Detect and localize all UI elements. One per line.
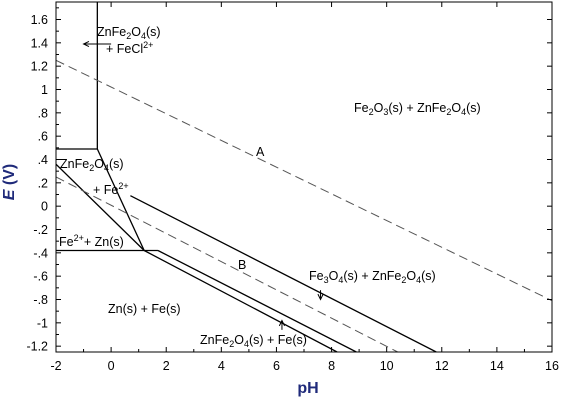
y-tick-label: 0 <box>41 200 48 214</box>
x-tick-label: 16 <box>545 359 559 373</box>
x-tick-label: 10 <box>380 359 394 373</box>
region-fe2-zn: Fe2++ Zn(s) <box>59 233 124 249</box>
y-tick-label: .8 <box>38 106 48 120</box>
boundary-line-7 <box>157 249 357 352</box>
y-tick-label: 1.6 <box>31 13 48 27</box>
x-tick-label: 8 <box>328 359 335 373</box>
boundary-lines <box>56 2 552 352</box>
boundary-line-5 <box>130 195 437 352</box>
line-label-B: B <box>238 258 246 272</box>
region-zn-fe: Zn(s) + Fe(s) <box>108 302 181 316</box>
y-tick-label: 1 <box>41 83 48 97</box>
y-tick-label: 1.4 <box>31 36 48 50</box>
region-znfe2o4-fe2-top: ZnFe2O4(s) <box>60 157 124 173</box>
region-znfe2o4-fe: ZnFe2O4(s) + Fe(s) <box>200 333 307 349</box>
y-tick-label: -.8 <box>33 293 48 307</box>
y-tick-label: -.4 <box>33 246 48 260</box>
x-tick-label: 14 <box>490 359 504 373</box>
annotation-arrow-2 <box>278 319 286 330</box>
boundary-line-4 <box>56 163 145 251</box>
water-stability-line-8 <box>56 59 552 302</box>
y-tick-label: 1.2 <box>31 60 48 74</box>
x-tick-label: 0 <box>108 359 115 373</box>
region-znfe2o4-fecl-top: ZnFe2O4(s) <box>97 25 161 41</box>
boundary-line-6 <box>143 249 338 352</box>
x-tick-label: 12 <box>435 359 449 373</box>
y-tick-label: -1.2 <box>26 340 48 354</box>
line-label-A: A <box>256 145 265 159</box>
x-axis-title: pH <box>297 380 318 397</box>
x-tick-label: 4 <box>218 359 225 373</box>
region-fe2o3-znfe2o4: Fe2O3(s) + ZnFe2O4(s) <box>354 101 481 117</box>
annotation-arrow-0 <box>82 40 112 48</box>
y-tick-label: -1 <box>37 316 48 330</box>
region-znfe2o4-fecl-bottom: + FeCl2+ <box>106 40 153 56</box>
y-tick-label: .4 <box>38 153 48 167</box>
water-stability-line-9 <box>56 176 398 352</box>
x-tick-label: 2 <box>163 359 170 373</box>
axes: -2 0 2 4 6 8 10 12 14 16 1.6 1.4 1.2 1 .8 .6 .4 .2 0 -.2 -.4… <box>26 1 559 373</box>
x-tick-label: 6 <box>273 359 280 373</box>
boundary-line-2 <box>96 148 145 251</box>
annotation-arrow-1 <box>317 290 324 301</box>
x-tick-label: -2 <box>50 359 61 373</box>
y-tick-label: -.6 <box>33 270 48 284</box>
region-fe3o4-znfe2o4: Fe3O4(s) + ZnFe2O4(s) <box>309 269 436 285</box>
y-tick-label: .6 <box>38 130 48 144</box>
region-znfe2o4-fe2-bottom: + Fe2+ <box>93 181 129 197</box>
y-axis-title: E (V) <box>1 164 18 200</box>
y-tick-label: -.2 <box>33 223 48 237</box>
y-tick-label: .2 <box>38 176 48 190</box>
